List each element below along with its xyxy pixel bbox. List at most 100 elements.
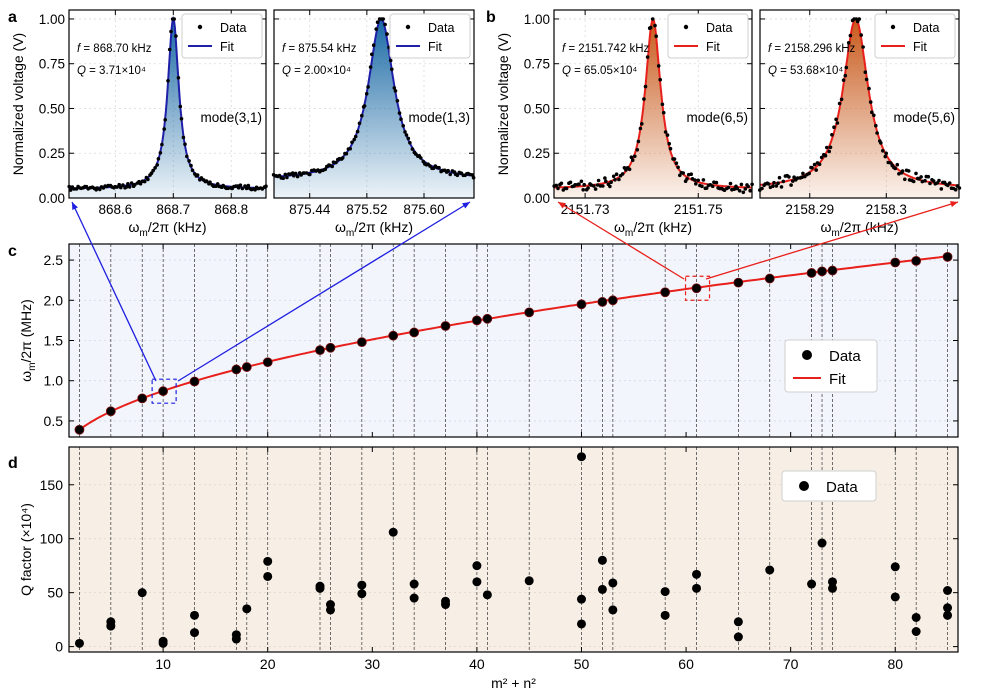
arrow-to-b2-line (705, 201, 959, 280)
panel-a1-data-point (179, 117, 184, 121)
panel-c-legend-label-data: Data (829, 348, 861, 365)
panel-b2-data-point (939, 187, 944, 191)
panel-a1-data-point (174, 34, 178, 38)
panel-a2-data-point (283, 172, 288, 177)
panel-b2-data-point (781, 179, 786, 184)
panel-b1-annotation-frequency: f = 2151.742 kHz (562, 43, 650, 55)
panel-a2-data-point (448, 172, 453, 177)
panel-a2-data-point (408, 141, 412, 145)
panel-d-data-point (807, 579, 817, 589)
panel-a2-xtick-label-0: 875.44 (289, 202, 331, 217)
panel-a1-data-point (146, 177, 150, 182)
panel-b1-data-point (577, 182, 581, 186)
panel-b2-data-point (946, 183, 950, 188)
panel-d-data-point (765, 565, 775, 575)
panel-b2-data-point (787, 175, 791, 179)
panel-b1-data-point (603, 176, 607, 180)
panel-b2-data-point (947, 181, 952, 185)
panel-b1-data-point (658, 77, 662, 82)
panel-a2-xtick-label-1: 875.52 (346, 202, 387, 217)
arrow-to-b1-head (558, 202, 566, 209)
panel-d-data-point (357, 580, 367, 590)
panel-a2-chart: 875.44 875.52 875.60 ωm/2π (kHz) f = 875.54 … (271, 9, 476, 239)
panel-b1-ytick-label-4: 1.00 (524, 12, 550, 27)
panel-d-data-point (409, 593, 419, 603)
arrow-to-a1-head (72, 202, 78, 210)
panel-b1-data-point (620, 172, 625, 176)
panel-b2-data-point (897, 172, 901, 176)
panel-a2-data-point (370, 52, 374, 57)
panel-b2-frame (759, 9, 960, 199)
panel-b1-data-point (559, 181, 564, 186)
panel-b1-data-point (693, 178, 697, 182)
panel-c-data-point (827, 265, 838, 276)
panel-a2-data-point (308, 172, 312, 177)
panel-d-data-point (660, 610, 670, 620)
panel-a1-data-point (163, 118, 167, 122)
panel-d-data-point (817, 538, 827, 548)
panel-c-data-point (74, 424, 85, 435)
panel-c-highlight-box-blue (151, 378, 177, 404)
panel-a1-data-point (149, 171, 154, 175)
panel-b2-data-point (839, 97, 844, 102)
panel-c-data-point (524, 307, 535, 318)
panel-b1-data-point (748, 188, 752, 193)
panel-d-xtick-label-0: 10 (155, 656, 171, 672)
panel-a1-data-point (208, 180, 212, 184)
panel-c-highlight-box-red (684, 275, 711, 301)
panel-a2-mode-label: mode(1,3) (408, 110, 470, 125)
panel-b1-data-point (642, 97, 646, 101)
panel-a1-data-point (244, 186, 249, 191)
panel-b2-data-point (779, 185, 784, 189)
panel-a2-data-point (383, 22, 387, 27)
panel-a1-data-point (167, 47, 172, 52)
panel-b2-data-point (923, 178, 927, 183)
panel-a1-data-point (169, 29, 173, 34)
panel-a1-data-point (133, 182, 137, 187)
panel-c-legend-marker-data (802, 350, 812, 360)
panel-b2-data-point (875, 131, 879, 135)
panel-d-ytick-label-2: 100 (40, 531, 64, 547)
panel-c-data-point (660, 287, 671, 298)
arrow-to-a2-line (177, 201, 471, 382)
panel-a1-ytick-label-4: 1.00 (39, 12, 65, 27)
panel-d-data-point (524, 576, 534, 586)
panel-a1-y-axis-label: Normalized voltage (V) (10, 33, 26, 175)
panel-a1-xtick-label-2: 868.8 (214, 202, 248, 217)
panel-a1-data-point (126, 182, 130, 186)
panel-d-data-point (74, 638, 84, 648)
panel-a1-data-point (172, 17, 176, 21)
panel-b1-data-point (629, 155, 634, 159)
panel-d-data-point (943, 603, 953, 613)
panel-b1-data-point (604, 179, 608, 184)
panel-a2-data-point (399, 117, 403, 121)
panel-b1-data-point (665, 133, 670, 137)
panel-b1-ytick-label-2: 0.50 (524, 101, 550, 116)
arrow-to-b2-head (950, 201, 958, 208)
panel-d-data-point (231, 634, 241, 644)
panel-a2-frame (273, 9, 475, 199)
panel-c-data-point (315, 345, 325, 356)
panel-d-data-point (660, 587, 670, 597)
panel-b2-data-point (889, 161, 893, 165)
panel-a2-data-point (375, 20, 380, 25)
panel-b1-frame (553, 9, 753, 199)
panel-b2-data-point (848, 33, 853, 38)
panel-b1-data-point (746, 184, 750, 189)
panel-d-data-point (263, 571, 273, 581)
panel-b1-data-point (700, 184, 704, 189)
panel-b1-data-point (661, 110, 666, 115)
panel-c-data-point (262, 357, 273, 368)
panel-a2-data-point (344, 151, 349, 156)
panel-c-data-point (388, 330, 399, 341)
panel-b1-data-point (601, 184, 605, 188)
panel-a1-data-point (156, 157, 161, 161)
panel-d-data-point (733, 632, 743, 642)
panel-b2-fill-area (760, 19, 959, 198)
panel-b2-data-point (819, 155, 824, 160)
panel-b1-data-point (735, 186, 739, 191)
panel-d-frame (68, 446, 959, 653)
panel-c-data-point (105, 406, 116, 417)
panel-b2-data-point (834, 117, 838, 122)
panel-d-legend-marker-data (799, 481, 809, 491)
